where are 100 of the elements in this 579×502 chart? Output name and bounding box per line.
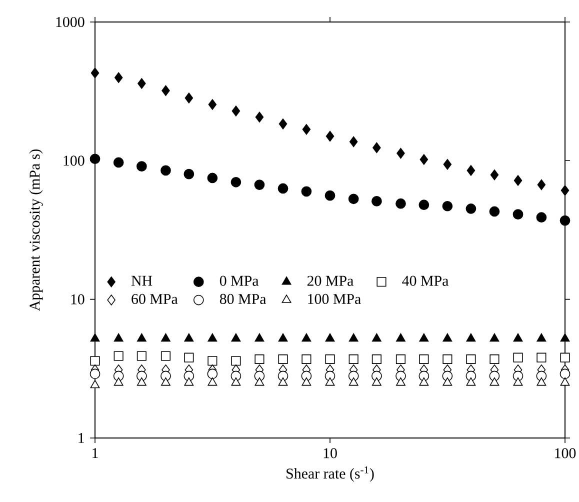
- point: [302, 377, 312, 386]
- point: [231, 377, 241, 386]
- point: [161, 333, 170, 342]
- point: [396, 377, 406, 386]
- point: [184, 377, 194, 386]
- point: [278, 183, 288, 194]
- point: [325, 377, 335, 386]
- point: [114, 333, 124, 342]
- point: [184, 92, 194, 104]
- point: [372, 354, 382, 364]
- point: [418, 200, 430, 210]
- point: [160, 351, 171, 361]
- point: [372, 377, 382, 386]
- point: [514, 175, 522, 186]
- point: [254, 180, 265, 190]
- point: [254, 333, 264, 342]
- point: [466, 204, 476, 214]
- point: [90, 356, 100, 366]
- point: [231, 333, 241, 342]
- y-axis-title: Apparent viscosity (mPa s): [29, 150, 43, 311]
- point: [442, 200, 453, 212]
- point: [536, 212, 547, 223]
- x-axis-title: Shear rate (s$^{-1}$): [286, 466, 374, 482]
- point: [90, 368, 100, 380]
- point: [537, 179, 546, 190]
- point: [161, 377, 170, 386]
- point: [162, 85, 170, 96]
- point: [90, 154, 100, 164]
- point: [208, 356, 218, 366]
- point: [512, 209, 524, 220]
- point: [208, 377, 218, 386]
- point: [278, 377, 288, 386]
- point: [419, 354, 429, 364]
- point: [442, 377, 452, 386]
- point: [136, 333, 146, 342]
- legend-label: 80 MPa: [220, 294, 266, 304]
- point: [419, 333, 429, 342]
- point: [513, 352, 523, 362]
- y-tick-label: 100: [64, 156, 84, 166]
- point: [560, 352, 570, 362]
- point: [513, 333, 523, 342]
- point: [490, 354, 500, 364]
- x-tick-label: 100: [555, 448, 576, 458]
- point: [489, 206, 500, 217]
- point: [396, 333, 406, 342]
- point: [396, 198, 406, 209]
- point: [208, 333, 218, 342]
- point: [420, 154, 428, 165]
- point: [136, 377, 146, 386]
- point: [372, 333, 382, 342]
- legend-label: NH: [131, 276, 152, 286]
- point: [466, 165, 476, 176]
- point: [114, 351, 124, 361]
- point: [278, 333, 288, 342]
- point: [324, 190, 336, 201]
- point: [90, 68, 100, 78]
- point: [184, 333, 194, 342]
- point: [278, 354, 288, 364]
- legend-label: 20 MPa: [307, 276, 354, 286]
- legend-label: 100 MPa: [308, 294, 361, 304]
- point: [114, 72, 123, 84]
- point: [302, 124, 311, 135]
- point: [466, 377, 476, 386]
- point: [466, 354, 476, 364]
- point: [302, 354, 312, 364]
- point: [443, 159, 452, 170]
- point: [160, 165, 171, 176]
- point: [536, 333, 546, 342]
- point: [208, 99, 217, 110]
- point: [90, 333, 100, 342]
- point: [301, 186, 312, 197]
- point: [325, 354, 335, 364]
- point: [254, 377, 264, 386]
- point: [207, 368, 218, 380]
- legend-label: 0 MPa: [220, 276, 259, 286]
- point: [348, 194, 359, 204]
- point: [513, 377, 523, 386]
- legend-label: 40 MPa: [402, 276, 448, 286]
- point: [442, 354, 452, 364]
- point: [278, 118, 288, 130]
- x-tick-label: 1: [92, 448, 98, 458]
- point: [255, 112, 264, 123]
- y-tick-label: 1000: [56, 16, 84, 28]
- legend-label: 60 MPa: [132, 294, 178, 304]
- y-tick-label: 1: [78, 433, 84, 443]
- point: [396, 148, 405, 159]
- point: [419, 377, 429, 386]
- point: [326, 130, 334, 142]
- point: [254, 354, 264, 364]
- point: [325, 333, 335, 342]
- point: [184, 168, 194, 180]
- point: [490, 333, 500, 342]
- point: [232, 106, 240, 116]
- point: [136, 161, 147, 172]
- point: [230, 176, 242, 188]
- point: [136, 351, 146, 361]
- point: [113, 157, 124, 168]
- point: [466, 333, 476, 342]
- point: [536, 377, 546, 386]
- point: [114, 377, 124, 386]
